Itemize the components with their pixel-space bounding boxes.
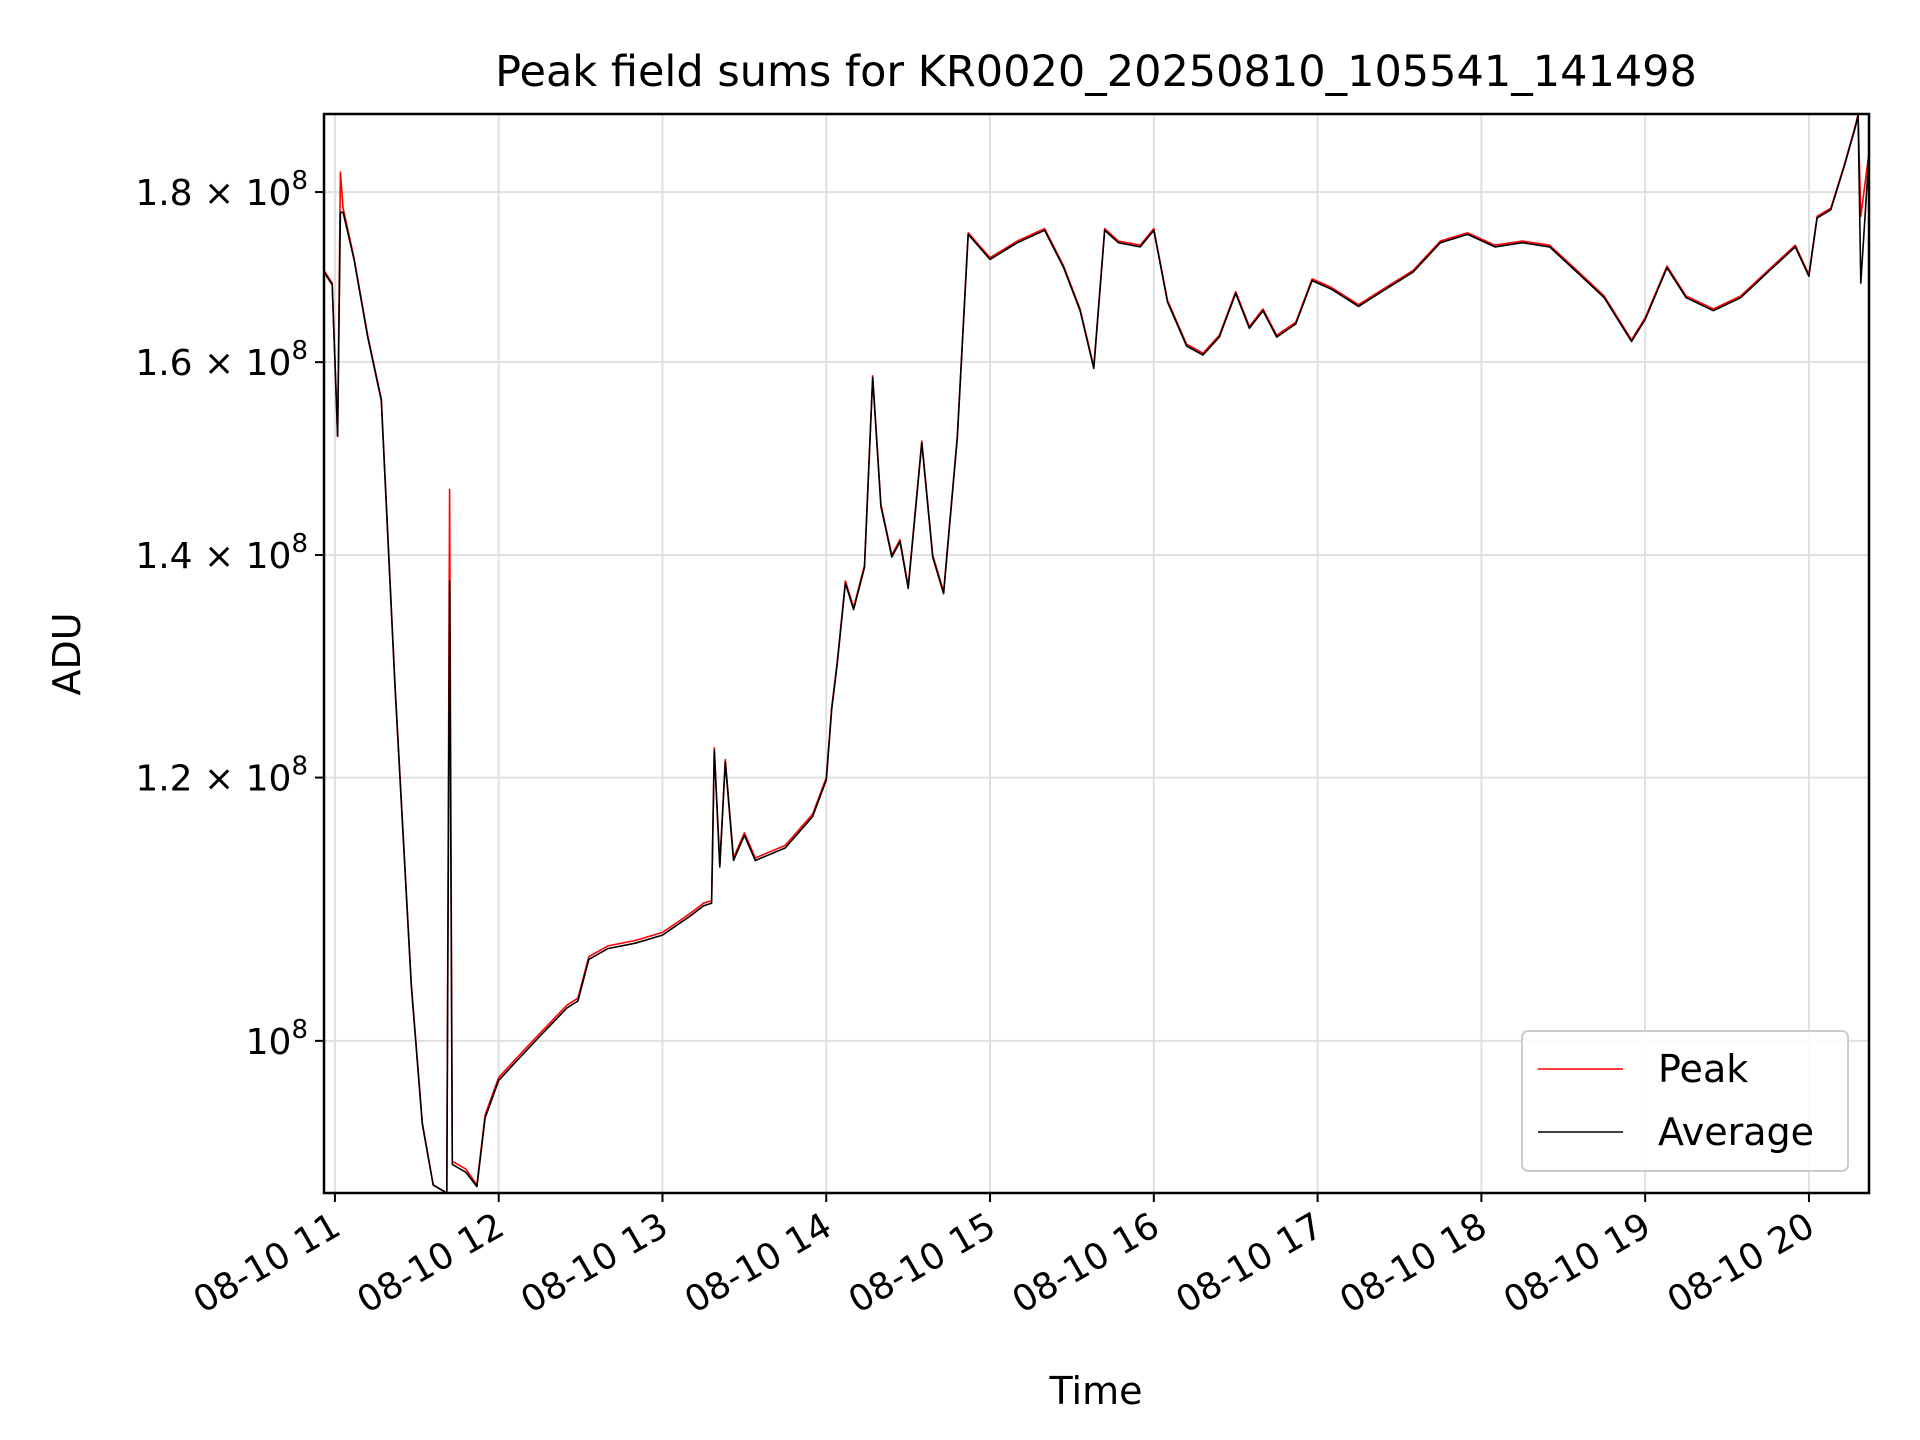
series-lines: [323, 113, 1870, 1194]
y-tick-label: 1.6 × 108: [135, 336, 308, 384]
legend-label-average: Average: [1658, 1110, 1814, 1154]
legend-label-peak: Peak: [1658, 1047, 1748, 1091]
y-tick-label: 1.4 × 108: [135, 529, 308, 577]
series-line-average: [323, 114, 1870, 1194]
plot-frame: [322, 112, 1871, 1195]
legend: Peak Average: [1521, 1030, 1849, 1172]
y-tick-label: 1.2 × 108: [135, 752, 308, 800]
legend-box: [1521, 1030, 1849, 1172]
x-axis-label: Time: [1049, 1369, 1143, 1413]
y-tick-label: 1.8 × 108: [135, 166, 308, 214]
chart-title: Peak field sums for KR0020_20250810_1055…: [495, 47, 1697, 97]
y-axis-label: ADU: [45, 612, 89, 695]
